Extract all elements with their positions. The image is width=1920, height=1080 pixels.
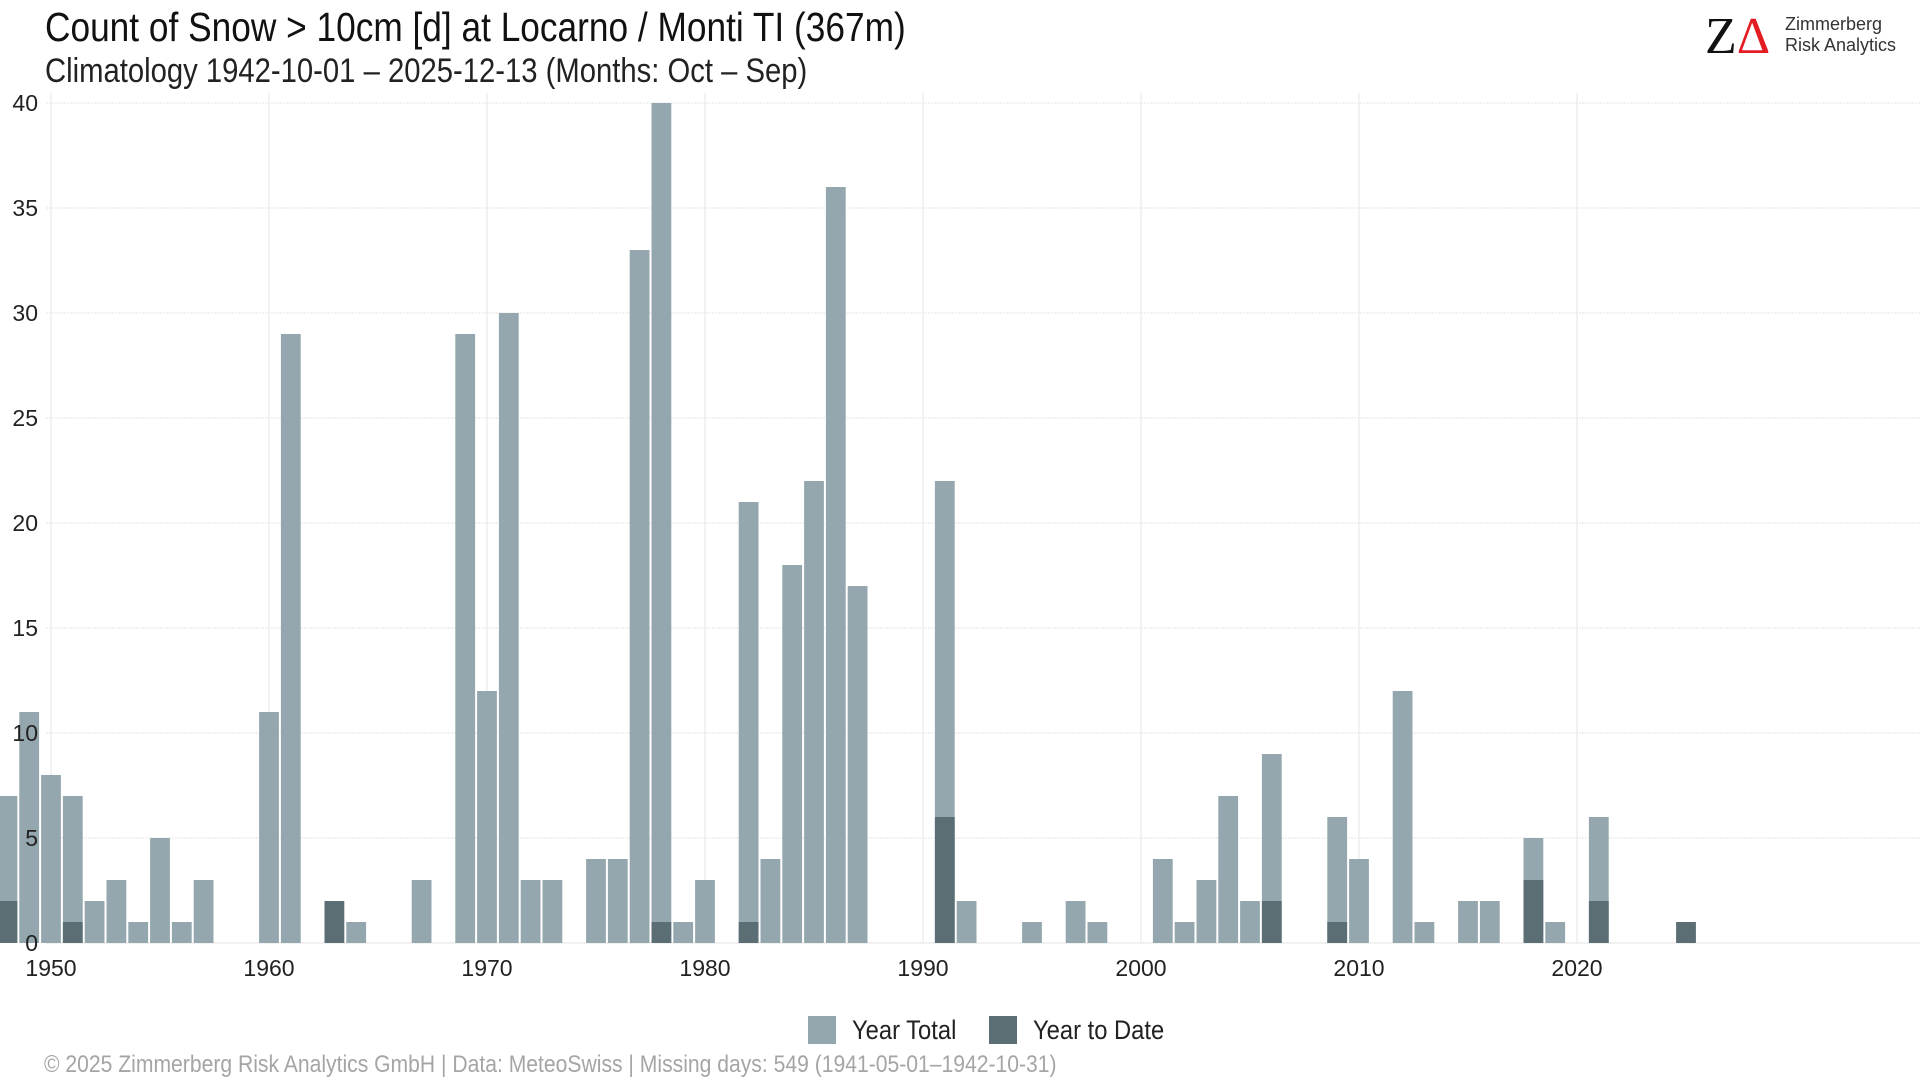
bar-year-total-2003	[1196, 880, 1217, 943]
company-logo: ZΔ Zimmerberg Risk Analytics	[1705, 8, 1905, 70]
bar-year-total-2012	[1392, 691, 1413, 943]
bar-year-total-1961	[280, 334, 301, 943]
bar-year-to-date-2009	[1327, 922, 1348, 943]
bar-year-total-1953	[106, 880, 127, 943]
logo-mark: ZΔ	[1705, 8, 1770, 66]
x-tick-label: 2010	[1333, 955, 1384, 981]
bar-chart: 0 5 10 15 20 25 30 35 40 1950 1960 1970 1980 1990 200…	[0, 90, 1920, 981]
bar-year-total-1986	[825, 187, 846, 943]
y-tick-label: 10	[12, 720, 38, 746]
bar-year-total-2006	[1261, 754, 1282, 943]
bar-year-total-1992	[956, 901, 977, 943]
logo-line-1: Zimmerberg	[1785, 14, 1883, 34]
bar-year-total-1970	[477, 691, 497, 943]
bar-year-total-1982	[738, 502, 759, 943]
bar-year-total-1975	[586, 859, 606, 943]
bar-year-total-2016	[1479, 901, 1500, 943]
chart-subtitle: Climatology 1942-10-01 – 2025-12-13 (Mon…	[45, 52, 808, 90]
x-axis-ticks: 1950 1960 1970 1980 1990 2000 2010 2020	[25, 955, 1602, 981]
legend: Year Total Year to Date	[808, 1014, 1200, 1046]
bar-year-to-date-2021	[1588, 901, 1609, 943]
x-tick-label: 1960	[243, 955, 294, 981]
bar-year-total-1985	[804, 481, 824, 943]
bar-year-total-1957	[193, 880, 214, 943]
bar-year-total-1952	[84, 901, 105, 943]
bar-year-total-1995	[1022, 922, 1042, 943]
bar-year-total-1954	[128, 922, 149, 943]
logo-z-glyph: Z	[1705, 8, 1737, 65]
bar-year-total-2010	[1349, 859, 1369, 943]
bar-year-total-1955	[150, 838, 170, 943]
bar-year-total-1950	[41, 775, 61, 943]
bar-year-total-1956	[171, 922, 192, 943]
bar-year-total-1997	[1065, 901, 1086, 943]
legend-label-year-to-date: Year to Date	[1032, 1014, 1164, 1045]
x-tick-label: 1980	[679, 955, 730, 981]
bar-year-total-1973	[542, 880, 563, 943]
bar-year-total-1972	[520, 880, 541, 943]
bar-year-total-1987	[847, 586, 868, 943]
x-tick-label: 2020	[1551, 955, 1602, 981]
y-tick-label: 15	[12, 615, 38, 641]
bar-year-total-2001	[1152, 859, 1173, 943]
y-tick-label: 25	[12, 405, 38, 431]
bar-year-total-1960	[259, 712, 279, 943]
y-tick-label: 35	[12, 195, 38, 221]
bar-year-to-date-2025	[1676, 922, 1696, 943]
y-tick-label: 0	[25, 930, 38, 956]
bar-year-total-2002	[1174, 922, 1195, 943]
bar-year-total-1967	[411, 880, 432, 943]
bar-year-total-1983	[760, 859, 781, 943]
bar-year-total-1949	[19, 712, 40, 943]
logo-line-2: Risk Analytics	[1785, 35, 1897, 55]
bar-year-total-2004	[1218, 796, 1239, 943]
bar-year-total-1977	[629, 250, 650, 943]
bars	[0, 103, 1696, 943]
bar-year-to-date-1991	[934, 817, 955, 943]
bar-year-total-1964	[346, 922, 367, 943]
bar-year-total-1998	[1087, 922, 1108, 943]
bar-year-total-1971	[498, 313, 519, 943]
bar-year-total-1984	[782, 565, 803, 943]
bar-year-to-date-1951	[62, 922, 83, 943]
chart-title: Count of Snow > 10cm [d] at Locarno / Mo…	[45, 4, 906, 50]
x-tick-label: 1970	[461, 955, 512, 981]
bar-year-total-2013	[1414, 922, 1435, 943]
legend-label-year-total: Year Total	[852, 1014, 957, 1045]
bar-year-to-date-1948	[0, 901, 18, 943]
bar-year-to-date-1982	[738, 922, 759, 943]
legend-swatch-year-total	[808, 1016, 836, 1044]
y-tick-label: 30	[12, 300, 38, 326]
series-year-total	[0, 103, 1609, 943]
x-tick-label: 1990	[897, 955, 948, 981]
grid-lines	[46, 93, 1920, 944]
logo-delta-glyph: Δ	[1736, 8, 1771, 65]
bar-year-total-1976	[607, 859, 628, 943]
bar-year-total-2015	[1458, 901, 1478, 943]
x-tick-label: 1950	[25, 955, 76, 981]
bar-year-total-2005	[1240, 901, 1260, 943]
y-tick-label: 5	[25, 825, 38, 851]
y-tick-label: 20	[12, 510, 38, 536]
bar-year-total-1951	[62, 796, 83, 943]
legend-swatch-year-to-date	[988, 1016, 1017, 1044]
legend-item-year-to-date: Year to Date	[988, 1014, 1182, 1046]
y-axis-ticks: 0 5 10 15 20 25 30 35 40	[12, 90, 38, 956]
bar-year-to-date-2006	[1261, 901, 1282, 943]
bar-year-total-2009	[1327, 817, 1348, 943]
series-year-to-date	[0, 817, 1696, 943]
bar-year-to-date-1963	[324, 901, 345, 943]
footer-credits: © 2025 Zimmerberg Risk Analytics GmbH | …	[44, 1051, 1057, 1078]
legend-item-year-total: Year Total	[808, 1015, 971, 1046]
y-tick-label: 40	[12, 90, 38, 116]
bar-year-total-1978	[651, 103, 672, 943]
bar-year-total-1969	[455, 334, 476, 943]
bar-year-total-1979	[673, 922, 694, 943]
bar-year-to-date-1978	[651, 922, 672, 943]
bar-year-to-date-2018	[1523, 880, 1544, 943]
x-tick-label: 2000	[1115, 955, 1166, 981]
bar-year-total-2019	[1545, 922, 1566, 943]
logo-text: Zimmerberg Risk Analytics	[1785, 14, 1896, 56]
bar-year-total-1980	[695, 880, 715, 943]
